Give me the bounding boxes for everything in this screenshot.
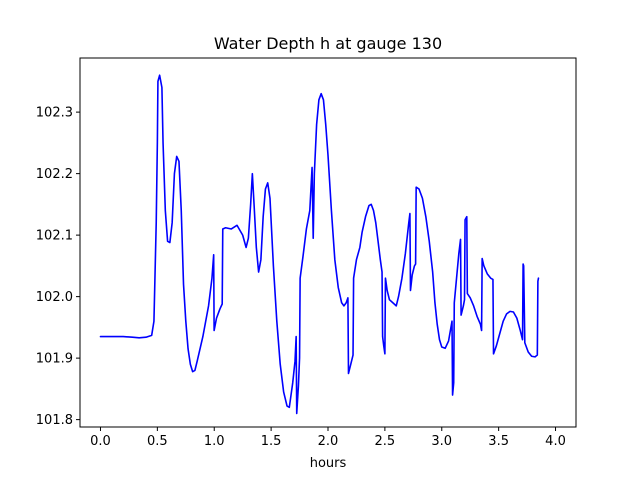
x-tick-label: 0.0 bbox=[90, 434, 111, 449]
x-tick-label: 4.0 bbox=[545, 434, 566, 449]
x-axis: 0.0 0.5 1.0 1.5 2.0 2.5 3.0 3.5 4.0 bbox=[90, 427, 566, 449]
x-tick-label: 2.5 bbox=[375, 434, 396, 449]
y-tick-label: 101.8 bbox=[36, 413, 73, 428]
x-tick-label: 1.0 bbox=[204, 434, 225, 449]
plot-layer bbox=[99, 74, 540, 415]
y-tick-label: 102.0 bbox=[36, 290, 73, 305]
plot-area bbox=[80, 58, 576, 427]
x-tick-label: 3.0 bbox=[431, 434, 452, 449]
y-tick-label: 102.3 bbox=[36, 106, 73, 121]
series-line-0 bbox=[99, 74, 540, 415]
y-tick-label: 102.2 bbox=[36, 167, 73, 182]
y-tick-label: 102.1 bbox=[36, 229, 73, 244]
y-tick-label: 101.9 bbox=[36, 352, 73, 367]
chart-title: Water Depth h at gauge 130 bbox=[214, 34, 442, 53]
x-tick-label: 2.0 bbox=[318, 434, 339, 449]
x-axis-label: hours bbox=[310, 456, 347, 471]
x-tick-label: 3.5 bbox=[488, 434, 509, 449]
y-axis: 101.8 101.9 102.0 102.1 102.2 102.3 bbox=[36, 106, 80, 428]
x-tick-label: 1.5 bbox=[261, 434, 282, 449]
x-tick-label: 0.5 bbox=[147, 434, 168, 449]
